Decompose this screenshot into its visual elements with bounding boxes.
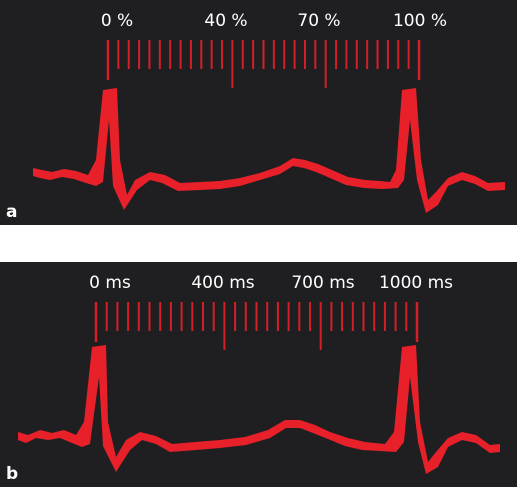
scale-label: 0 ms (89, 273, 131, 293)
ecg-panel-a: 0 % 40 % 70 % 100 % a (0, 0, 517, 225)
scale-label: 0 % (101, 11, 133, 31)
ecg-panel-b: 0 ms 400 ms 700 ms 1000 ms b (0, 262, 517, 487)
scale-label: 700 ms (291, 273, 354, 293)
ecg-trace-b (18, 345, 500, 474)
scale-ticks-a (106, 40, 421, 88)
scale-ticks-b (94, 302, 419, 350)
scale-label: 100 % (393, 11, 447, 31)
scale-label: 40 % (204, 11, 247, 31)
ecg-diagram-a: 0 % 40 % 70 % 100 % (33, 11, 505, 213)
scale-labels-a: 0 % 40 % 70 % 100 % (101, 11, 447, 31)
panel-letter: b (6, 464, 19, 484)
panel-letter: a (6, 202, 18, 222)
scale-label: 1000 ms (379, 273, 453, 293)
scale-label: 400 ms (191, 273, 254, 293)
ecg-diagram-b: 0 ms 400 ms 700 ms 1000 ms (18, 273, 500, 474)
scale-label: 70 % (297, 11, 340, 31)
scale-labels-b: 0 ms 400 ms 700 ms 1000 ms (89, 273, 453, 293)
ecg-trace-a (33, 88, 505, 213)
